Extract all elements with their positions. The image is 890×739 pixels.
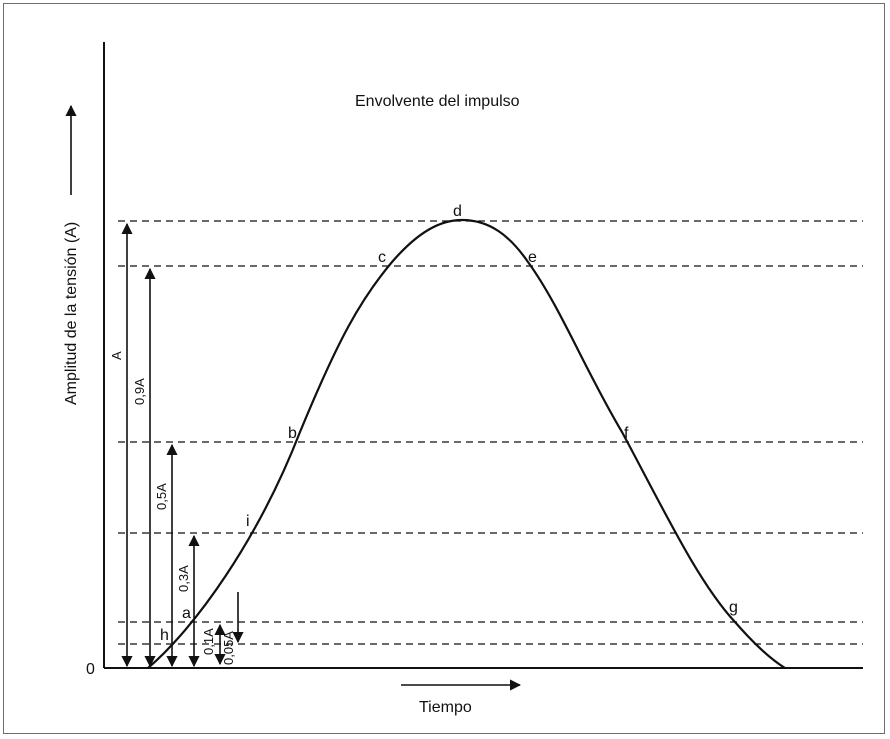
point-label-f: f — [624, 425, 629, 442]
amp-label-0.3A: 0,3A — [176, 565, 191, 592]
reference-lines — [118, 220, 863, 645]
point-label-g: g — [729, 599, 738, 616]
amp-label-0.5A: 0,5A — [154, 483, 169, 510]
amp-label-0.1A: 0,1A — [201, 628, 216, 655]
amp-label-0.05A: 0,05A — [221, 631, 236, 665]
x-axis-label: Tiempo — [419, 699, 472, 716]
origin-label: 0 — [86, 661, 95, 678]
impulse-envelope-curve — [147, 218, 786, 669]
y-axis-label: Amplitud de la tensión (A) — [63, 222, 80, 405]
point-label-h: h — [160, 627, 169, 644]
point-label-b: b — [288, 425, 297, 442]
amp-label-0.9A: 0,9A — [132, 378, 147, 405]
point-label-d: d — [453, 203, 462, 220]
point-label-e: e — [528, 249, 537, 266]
point-label-c: c — [378, 249, 386, 266]
diagram-title: Envolvente del impulso — [355, 93, 520, 110]
amp-label-A: A — [109, 351, 124, 360]
point-label-a: a — [182, 605, 191, 622]
amplitude-arrows — [121, 222, 244, 668]
point-label-i: i — [246, 513, 250, 530]
